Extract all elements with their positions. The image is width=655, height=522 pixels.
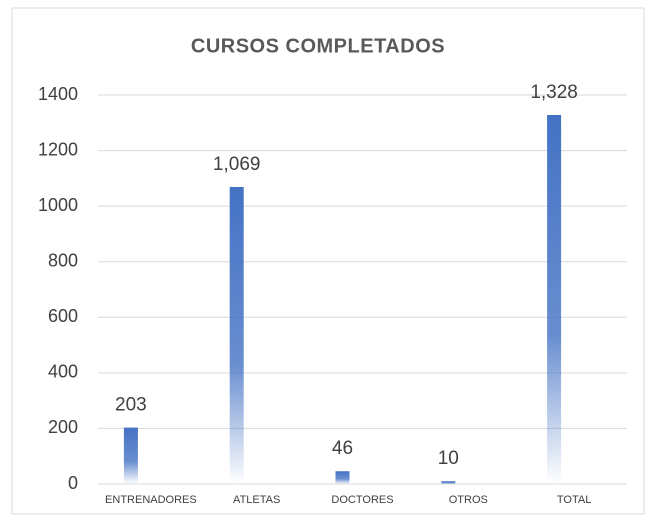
x-tick-label: DOCTORES <box>331 494 393 506</box>
y-tick-label: 1400 <box>38 84 78 104</box>
value-label: 1,328 <box>530 82 578 103</box>
y-tick-label: 0 <box>68 473 78 493</box>
y-tick-label: 800 <box>48 250 78 270</box>
bar <box>229 186 244 485</box>
x-tick-label: OTROS <box>449 494 488 506</box>
chart-title: CURSOS COMPLETADOS <box>191 35 445 57</box>
y-tick-label: 200 <box>48 417 78 437</box>
bar <box>547 115 562 485</box>
bar <box>335 471 350 484</box>
value-label: 46 <box>332 438 353 459</box>
value-label: 1,069 <box>213 154 261 175</box>
bar <box>123 427 138 484</box>
x-tick-label: ENTRENADORES <box>105 494 197 506</box>
chart-border <box>11 7 645 515</box>
value-label: 10 <box>438 448 459 469</box>
y-tick-label: 1200 <box>38 139 78 159</box>
x-tick-label: ATLETAS <box>233 494 280 506</box>
value-label: 203 <box>115 395 147 416</box>
y-tick-label: 400 <box>48 362 78 382</box>
y-tick-label: 1000 <box>38 195 78 215</box>
y-tick-label: 600 <box>48 306 78 326</box>
bar <box>441 481 456 484</box>
x-tick-label: TOTAL <box>557 494 591 506</box>
